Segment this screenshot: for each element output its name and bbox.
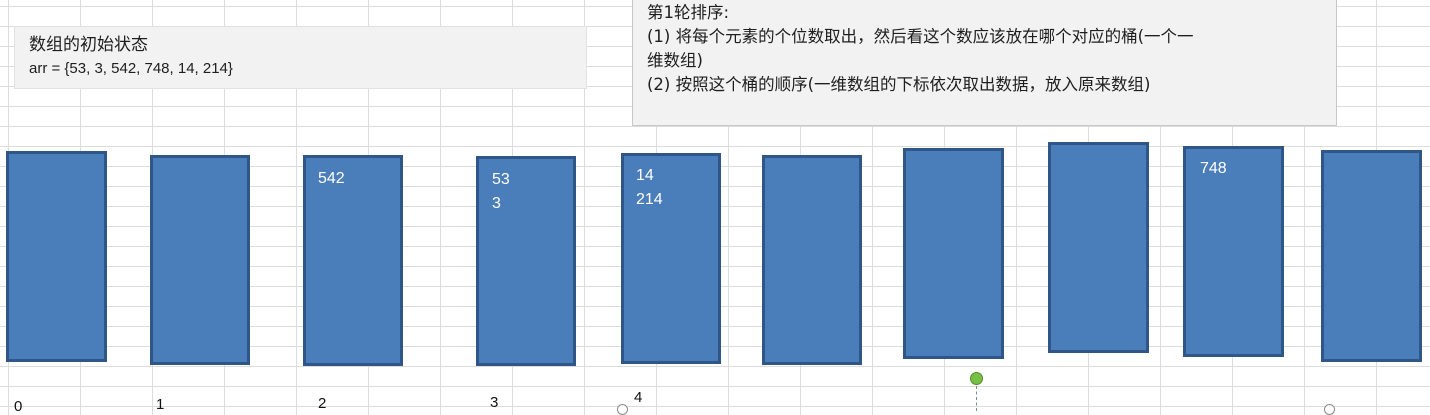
round-heading: 第1轮排序: [647,3,730,22]
step1-line2: 维数组) [647,51,703,70]
bucket-3[interactable]: 53 3 [476,156,576,366]
initial-state-textbox[interactable]: 数组的初始状态 arr = {53, 3, 542, 748, 14, 214} [14,26,587,89]
resize-handle-icon[interactable] [617,404,628,415]
bucket-8[interactable]: 748 [1183,146,1284,357]
step2-text: (2) 按照这个桶的顺序(一维数组的下标依次取出数据，放入原来数组) [647,75,1151,94]
bucket-index-2: 2 [318,395,327,412]
bucket-index-0: 0 [14,398,23,415]
resize-handle-icon[interactable] [1324,404,1335,415]
bucket-4-item-2: 214 [636,191,663,208]
bucket-8-item-1: 748 [1200,160,1227,177]
bucket-index-1: 1 [156,396,165,413]
bucket-4-item-1: 14 [636,167,654,184]
bucket-4[interactable]: 14 214 [621,153,721,364]
bucket-2[interactable]: 542 [303,155,403,366]
rotate-handle-stem [976,386,977,411]
bucket-2-item-1: 542 [318,170,345,187]
bucket-0[interactable] [6,151,107,362]
initial-array-text: arr = {53, 3, 542, 748, 14, 214} [29,60,233,77]
round-notes-textbox[interactable]: 第1轮排序: (1) 将每个元素的个位数取出，然后看这个数应该放在哪个对应的桶(… [632,0,1337,126]
bucket-index-4: 4 [634,389,643,406]
bucket-7[interactable] [1048,142,1149,353]
bucket-index-3: 3 [490,394,499,411]
step1-line1: (1) 将每个元素的个位数取出，然后看这个数应该放在哪个对应的桶(一个一 [647,27,1194,46]
rotate-handle-icon[interactable] [970,372,983,385]
bucket-3-item-2: 3 [492,195,501,212]
bucket-5[interactable] [762,155,862,365]
bucket-9[interactable] [1321,150,1422,362]
initial-state-title: 数组的初始状态 [29,35,148,55]
bucket-1[interactable] [150,155,250,365]
bucket-3-item-1: 53 [492,171,510,188]
bucket-6[interactable] [903,148,1004,359]
